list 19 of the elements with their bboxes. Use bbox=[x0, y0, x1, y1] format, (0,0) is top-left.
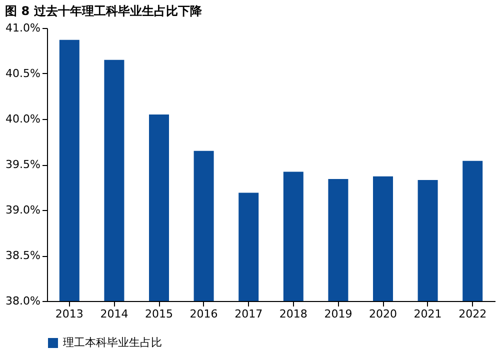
x-tick-label: 2014 bbox=[100, 308, 128, 320]
y-tick-label: 39.5% bbox=[6, 158, 40, 171]
x-tick-label: 2017 bbox=[234, 308, 263, 320]
y-tick-label: 39.0% bbox=[6, 204, 40, 216]
x-tick-label: 2021 bbox=[414, 308, 442, 320]
chart-title: 图 8 过去十年理工科毕业生占比下降 bbox=[5, 4, 203, 18]
y-tick-label: 41.0% bbox=[6, 22, 40, 34]
x-tick-label: 2018 bbox=[279, 308, 308, 320]
x-tick-label: 2020 bbox=[369, 308, 397, 320]
x-tick-label: 2015 bbox=[145, 308, 173, 320]
x-tick-label: 2019 bbox=[324, 308, 352, 320]
legend-label: 理工本科毕业生占比 bbox=[63, 336, 162, 349]
y-tick-label: 38.5% bbox=[6, 249, 40, 262]
y-tick-label: 40.0% bbox=[6, 112, 40, 126]
x-tick-label: 2022 bbox=[458, 308, 487, 320]
y-tick-label: 40.5% bbox=[6, 67, 40, 80]
x-tick-label: 2013 bbox=[55, 308, 84, 320]
y-tick-label: 38.0% bbox=[6, 294, 40, 308]
x-tick-label: 2016 bbox=[190, 308, 218, 320]
